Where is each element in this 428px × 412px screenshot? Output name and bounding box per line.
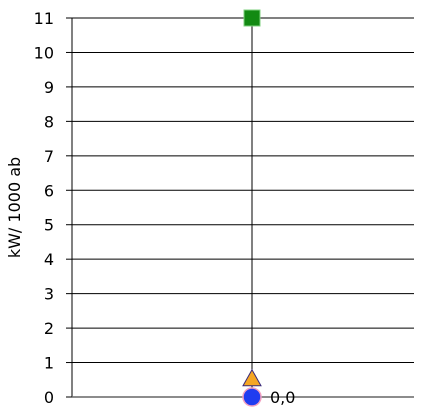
circle-point — [242, 387, 262, 407]
data-label-2: 0,0 — [270, 388, 295, 407]
y-tick-label-11: 11 — [34, 9, 54, 28]
y-tick-label-0: 0 — [44, 388, 54, 407]
y-tick-label-8: 8 — [44, 112, 54, 131]
y-tick-label-3: 3 — [44, 285, 54, 304]
y-tick-label-9: 9 — [44, 78, 54, 97]
square-point — [243, 9, 261, 27]
y-tick-label-1: 1 — [44, 354, 54, 373]
y-tick-label-7: 7 — [44, 147, 54, 166]
y-tick-labels: 0 1 2 3 4 5 6 7 8 9 10 11 — [34, 9, 54, 407]
gridlines — [72, 17, 414, 398]
y-tick-label-10: 10 — [34, 43, 54, 62]
axes — [66, 17, 414, 398]
y-tick-label-2: 2 — [44, 319, 54, 338]
data-labels: 0,0 — [270, 388, 295, 407]
y-tick-label-6: 6 — [44, 181, 54, 200]
y-tick-label-4: 4 — [44, 250, 54, 269]
y-tick-label-5: 5 — [44, 216, 54, 235]
triangle-point — [242, 368, 262, 387]
data-points — [242, 9, 262, 407]
y-axis-title: kW/ 1000 ab — [5, 157, 24, 258]
